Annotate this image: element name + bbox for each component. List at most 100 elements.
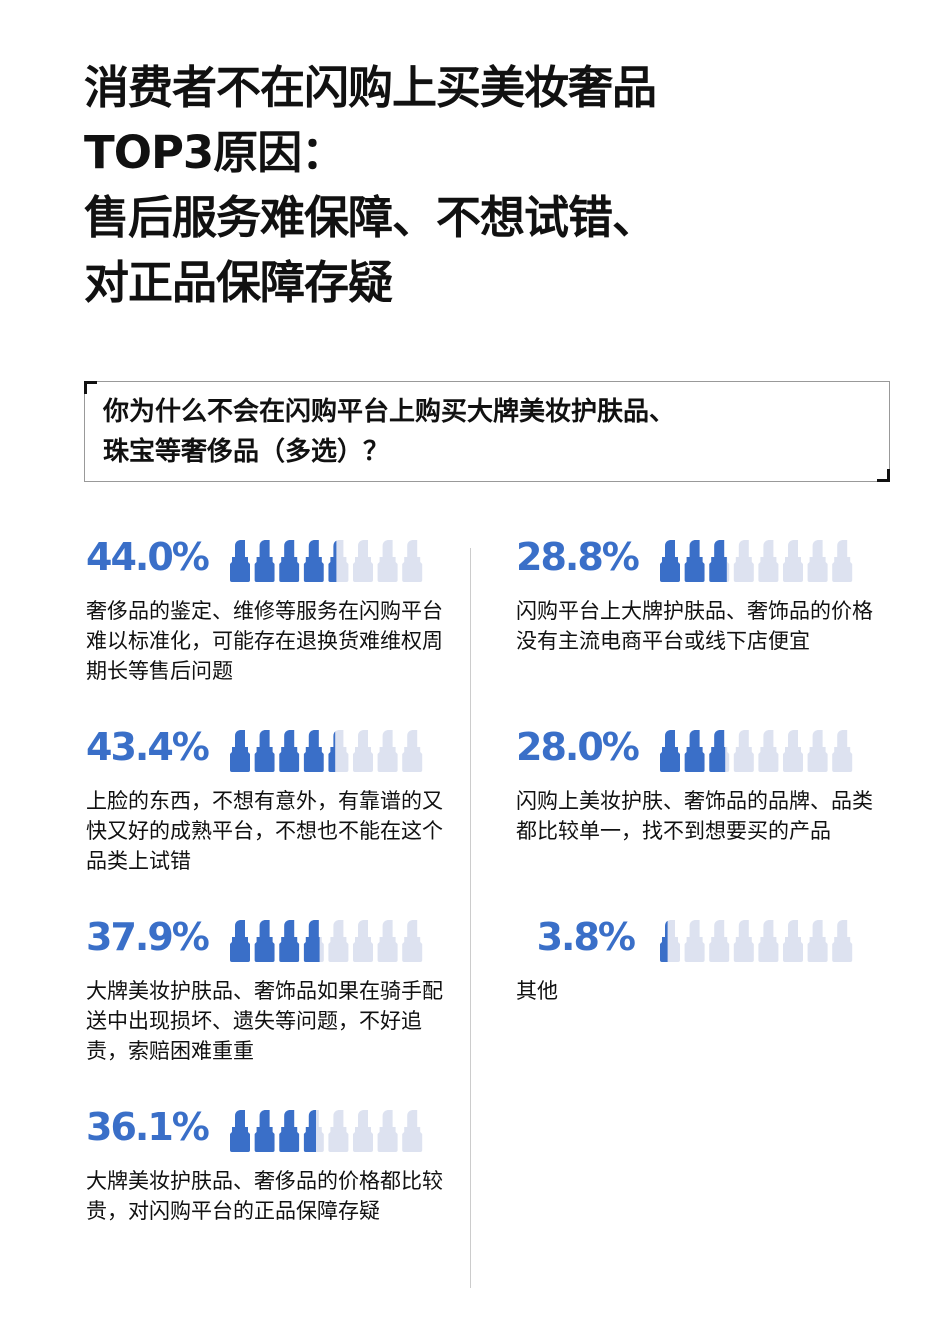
lipstick-icon bbox=[328, 540, 349, 582]
lipstick-icon bbox=[758, 920, 779, 962]
lipstick-icon bbox=[377, 540, 398, 582]
percent-label: 3.8% bbox=[536, 915, 636, 959]
lipstick-icon bbox=[402, 1110, 423, 1152]
question-line: 珠宝等奢侈品（多选）？ bbox=[103, 437, 390, 467]
reason-text: 上脸的东西，不想有意外，有靠谱的又快又好的成熟平台，不想也不能在这个品类上试错 bbox=[86, 789, 443, 873]
title-line: 售后服务难保障、不想试错、 bbox=[84, 191, 657, 244]
pictogram-bar bbox=[230, 730, 423, 772]
page-title: 消费者不在闪购上买美妆奢品 TOP3原因： 售后服务难保障、不想试错、 对正品保… bbox=[84, 55, 884, 315]
column-divider bbox=[470, 548, 471, 1288]
lipstick-fill bbox=[254, 920, 275, 962]
lipstick-icon bbox=[684, 920, 705, 962]
lipstick-icon bbox=[807, 730, 828, 772]
lipstick-fill bbox=[303, 1110, 317, 1152]
title-line: 对正品保障存疑 bbox=[84, 256, 393, 309]
lipstick-icon bbox=[353, 540, 373, 582]
lipstick-icon bbox=[684, 730, 705, 772]
title-line: TOP3原因： bbox=[84, 126, 346, 179]
lipstick-fill bbox=[303, 920, 320, 962]
lipstick-icon bbox=[303, 1110, 324, 1152]
lipstick-icon bbox=[254, 540, 275, 582]
lipstick-icon bbox=[230, 540, 250, 582]
lipstick-icon bbox=[279, 1110, 300, 1152]
percent-label: 28.0% bbox=[516, 725, 640, 769]
lipstick-icon bbox=[254, 730, 275, 772]
lipstick-icon bbox=[758, 540, 779, 582]
lipstick-icon bbox=[303, 730, 324, 772]
lipstick-fill bbox=[303, 540, 324, 582]
reason-text: 大牌美妆护肤品、奢饰品如果在骑手配送中出现损坏、遗失等问题，不好追责，索赔困难重… bbox=[86, 979, 443, 1063]
lipstick-fill bbox=[230, 920, 250, 962]
question-line: 你为什么不会在闪购平台上购买大牌美妆护肤品、 bbox=[103, 397, 676, 427]
lipstick-fill bbox=[684, 730, 705, 772]
lipstick-icon bbox=[303, 540, 324, 582]
lipstick-icon bbox=[328, 1110, 349, 1152]
lipstick-icon bbox=[733, 920, 754, 962]
reason-text: 其他 bbox=[516, 979, 558, 1003]
percent-label: 28.8% bbox=[516, 535, 640, 579]
lipstick-fill bbox=[709, 540, 727, 582]
reason-text: 闪购上美妆护肤、奢饰品的品牌、品类都比较单一，找不到想要买的产品 bbox=[516, 789, 873, 843]
percent-label: 36.1% bbox=[86, 1105, 210, 1149]
lipstick-icon bbox=[377, 920, 398, 962]
lipstick-icon bbox=[303, 920, 324, 962]
lipstick-fill bbox=[660, 730, 680, 772]
lipstick-fill bbox=[279, 730, 300, 772]
lipstick-icon bbox=[402, 730, 423, 772]
lipstick-icon bbox=[807, 540, 828, 582]
lipstick-icon bbox=[254, 1110, 275, 1152]
lipstick-icon bbox=[377, 1110, 398, 1152]
lipstick-icon bbox=[709, 730, 730, 772]
lipstick-icon bbox=[783, 920, 803, 962]
lipstick-fill bbox=[254, 1110, 275, 1152]
lipstick-icon bbox=[353, 920, 373, 962]
lipstick-fill bbox=[660, 920, 668, 962]
lipstick-fill bbox=[230, 730, 250, 772]
pictogram-bar bbox=[230, 540, 423, 582]
lipstick-icon bbox=[832, 540, 853, 582]
lipstick-icon bbox=[328, 920, 349, 962]
lipstick-fill bbox=[279, 920, 300, 962]
lipstick-fill bbox=[279, 1110, 300, 1152]
lipstick-fill bbox=[303, 730, 324, 772]
title-line: 消费者不在闪购上买美妆奢品 bbox=[84, 61, 657, 114]
percent-label: 37.9% bbox=[86, 915, 210, 959]
lipstick-icon bbox=[254, 920, 275, 962]
lipstick-icon bbox=[832, 920, 853, 962]
lipstick-icon bbox=[230, 730, 250, 772]
lipstick-icon bbox=[279, 730, 300, 772]
lipstick-fill bbox=[684, 540, 705, 582]
lipstick-icon bbox=[353, 1110, 373, 1152]
lipstick-icon bbox=[733, 540, 754, 582]
pictogram-bar bbox=[660, 540, 853, 582]
lipstick-icon bbox=[377, 730, 398, 772]
question-box: 你为什么不会在闪购平台上购买大牌美妆护肤品、 珠宝等奢侈品（多选）？ bbox=[84, 381, 890, 482]
lipstick-icon bbox=[660, 540, 680, 582]
lipstick-icon bbox=[402, 920, 423, 962]
lipstick-icon bbox=[279, 540, 300, 582]
percent-label: 44.0% bbox=[86, 535, 210, 579]
pictogram-bar bbox=[660, 920, 853, 962]
lipstick-icon bbox=[660, 730, 680, 772]
lipstick-icon bbox=[402, 540, 423, 582]
lipstick-icon bbox=[807, 920, 828, 962]
lipstick-fill bbox=[230, 1110, 250, 1152]
reason-text: 奢侈品的鉴定、维修等服务在闪购平台难以标准化，可能存在退换货难维权周期长等售后问… bbox=[86, 599, 443, 683]
lipstick-fill bbox=[230, 540, 250, 582]
lipstick-fill bbox=[660, 540, 680, 582]
lipstick-icon bbox=[832, 730, 853, 772]
lipstick-icon bbox=[758, 730, 779, 772]
lipstick-icon bbox=[279, 920, 300, 962]
percent-label: 43.4% bbox=[86, 725, 210, 769]
lipstick-fill bbox=[279, 540, 300, 582]
lipstick-icon bbox=[660, 920, 680, 962]
pictogram-bar bbox=[660, 730, 853, 772]
lipstick-icon bbox=[328, 730, 349, 772]
pictogram-bar bbox=[230, 1110, 423, 1152]
lipstick-icon bbox=[733, 730, 754, 772]
reason-text: 闪购平台上大牌护肤品、奢饰品的价格没有主流电商平台或线下店便宜 bbox=[516, 599, 873, 653]
lipstick-fill bbox=[328, 540, 337, 582]
lipstick-icon bbox=[709, 920, 730, 962]
question-text: 你为什么不会在闪购平台上购买大牌美妆护肤品、 珠宝等奢侈品（多选）？ bbox=[103, 392, 675, 472]
